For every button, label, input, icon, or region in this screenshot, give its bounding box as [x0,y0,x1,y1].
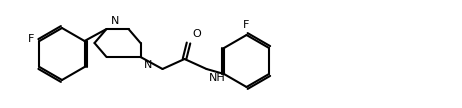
Text: O: O [193,29,201,39]
Text: F: F [243,20,249,30]
Text: F: F [28,34,35,44]
Text: NH: NH [208,73,225,83]
Text: N: N [110,16,119,26]
Text: N: N [144,60,152,70]
